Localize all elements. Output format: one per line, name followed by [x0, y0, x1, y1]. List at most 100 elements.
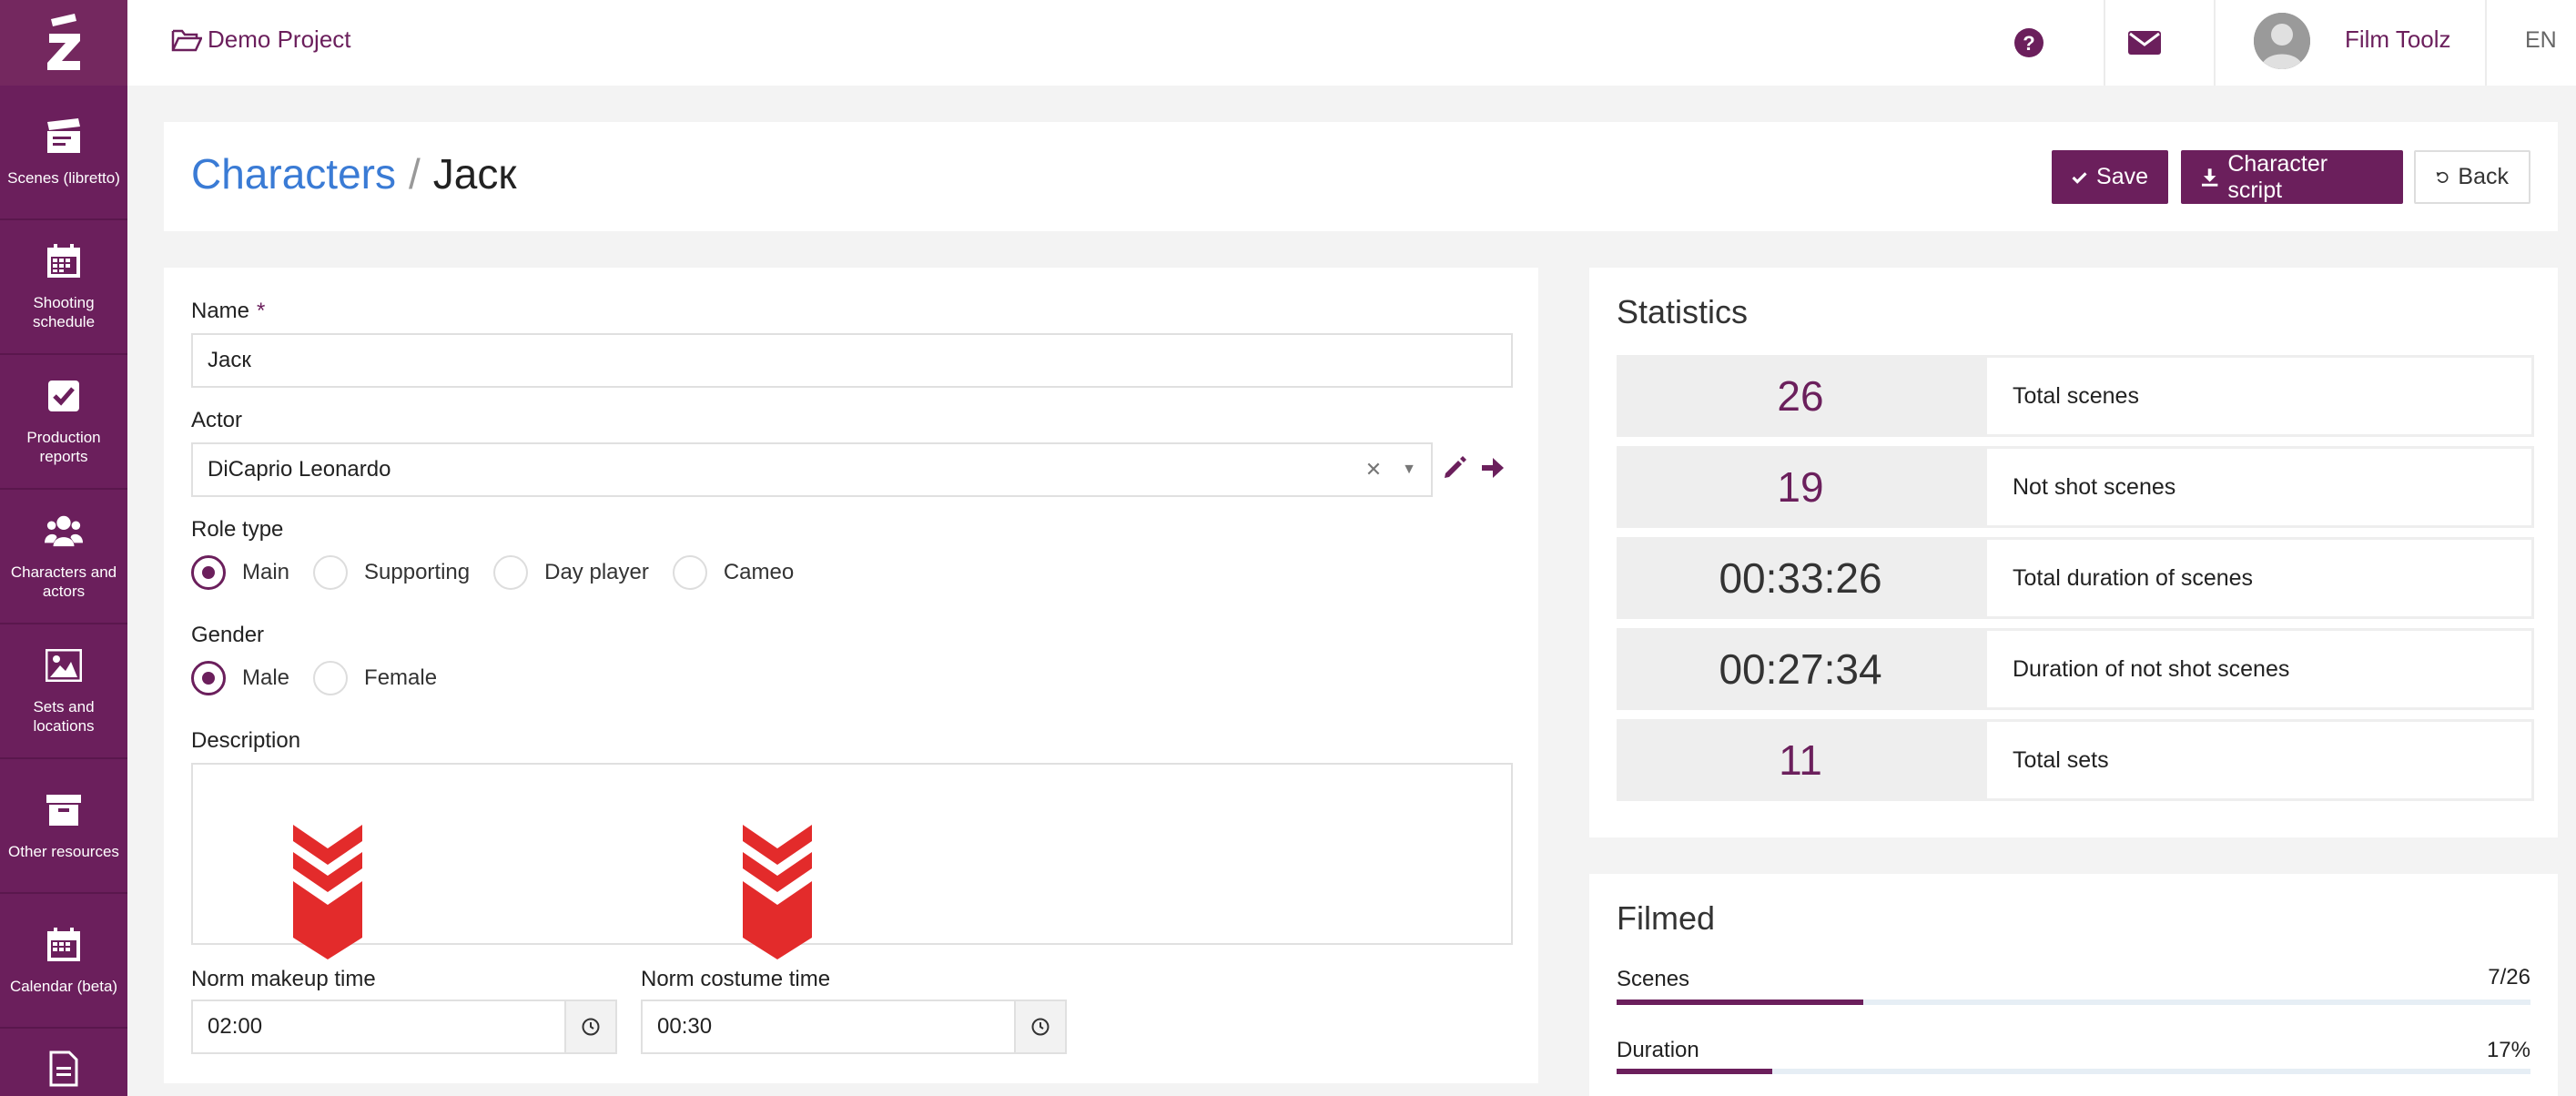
- costume-time-label: Norm costume time: [641, 967, 831, 991]
- filmed-panel: Filmed Scenes 7/26 Duration 17%: [1589, 874, 2558, 1096]
- logo-icon: [47, 14, 80, 70]
- role-main-radio[interactable]: Main: [191, 555, 289, 590]
- topbar: Demo Project ? Film Toolz EN: [127, 0, 2576, 86]
- calendar-icon: [45, 242, 83, 280]
- sidebar-item-sets-locations[interactable]: Sets and locations: [0, 624, 127, 759]
- radio-dot: [313, 661, 349, 695]
- sidebar-item-label: Calendar (beta): [9, 977, 118, 995]
- character-script-button[interactable]: Character script: [2181, 150, 2403, 204]
- sidebar-item-scenes[interactable]: Scenes (libretto): [0, 86, 127, 220]
- back-button[interactable]: Back: [2414, 150, 2530, 204]
- actor-label: Actor: [191, 408, 243, 432]
- sidebar-item-label: Scenes (libretto): [7, 168, 120, 187]
- clock-icon[interactable]: [566, 1000, 617, 1054]
- duration-progress-fill: [1617, 1069, 1772, 1074]
- chevron-down-icon[interactable]: ▼: [1402, 462, 1416, 477]
- role-type-group: Main Supporting Day player Cameo: [191, 555, 817, 590]
- role-day-player-radio[interactable]: Day player: [493, 555, 649, 590]
- name-label: Name *: [191, 299, 265, 324]
- role-type-label: Role type: [191, 517, 284, 542]
- checkbox-icon: [45, 377, 83, 415]
- annotation-arrow-icon: [293, 825, 362, 959]
- sidebar-item-documents[interactable]: [0, 1029, 127, 1096]
- topbar-divider: [2214, 0, 2216, 86]
- sidebar-item-production-reports[interactable]: Production reports: [0, 355, 127, 490]
- project-name: Demo Project: [208, 25, 351, 53]
- archive-icon: [45, 791, 83, 829]
- user-name[interactable]: Film Toolz: [2345, 25, 2451, 53]
- role-cameo-radio[interactable]: Cameo: [672, 555, 795, 590]
- sidebar-item-label: Sets and locations: [33, 698, 95, 735]
- clock-icon[interactable]: [1016, 1000, 1067, 1054]
- duration-progress-value: 17%: [2486, 1038, 2530, 1062]
- radio-label: Cameo: [723, 560, 795, 584]
- stat-row: 19 Not shot scenes: [1617, 446, 2534, 528]
- document-icon: [45, 1050, 83, 1087]
- users-icon: [45, 512, 83, 550]
- gender-group: Male Female: [191, 661, 461, 695]
- annotation-arrow-icon: [743, 825, 812, 959]
- radio-label: Male: [242, 665, 290, 690]
- radio-label: Supporting: [364, 560, 471, 584]
- app-logo[interactable]: [0, 0, 127, 86]
- costume-time-input[interactable]: 00:30: [641, 1000, 1016, 1054]
- page-header: Characters / Jacк Save Character script …: [164, 122, 2558, 231]
- gender-male-radio[interactable]: Male: [191, 661, 289, 695]
- arrow-right-icon[interactable]: [1480, 455, 1507, 482]
- name-label-text: Name: [191, 299, 250, 323]
- scenes-progress-label: Scenes: [1617, 967, 1690, 991]
- avatar[interactable]: [2254, 13, 2310, 69]
- download-icon: [2201, 167, 2218, 187]
- breadcrumb: Characters / Jacк: [191, 149, 516, 198]
- makeup-time-input[interactable]: 02:00: [191, 1000, 566, 1054]
- image-icon: [45, 646, 83, 685]
- sidebar-item-other-resources[interactable]: Other resources: [0, 759, 127, 894]
- actor-selected-value: DiCaprio Leonardo: [208, 457, 391, 482]
- stat-label: Duration of not shot scenes: [1984, 628, 2534, 710]
- character-form: Name * Jacк Actor DiCaprio Leonardo ✕ ▼ R…: [164, 268, 1538, 1083]
- radio-dot: [191, 661, 226, 695]
- duration-progress-label: Duration: [1617, 1038, 1699, 1062]
- folder-open-icon: [171, 29, 202, 51]
- radio-dot: [191, 555, 226, 590]
- topbar-divider: [2104, 0, 2105, 86]
- svg-text:?: ?: [2023, 32, 2034, 55]
- sidebar-item-calendar[interactable]: Calendar (beta): [0, 894, 127, 1029]
- stat-row: 00:27:34 Duration of not shot scenes: [1617, 628, 2534, 710]
- stat-value: 19: [1617, 446, 1984, 528]
- radio-dot: [672, 555, 707, 590]
- radio-dot: [493, 555, 529, 590]
- required-marker: *: [257, 299, 266, 323]
- edit-icon[interactable]: [1442, 455, 1469, 482]
- sidebar-item-characters[interactable]: Characters and actors: [0, 490, 127, 624]
- sidebar-item-label: Characters and actors: [10, 563, 117, 600]
- help-icon[interactable]: ?: [2012, 25, 2046, 60]
- page-title: Jacк: [432, 150, 517, 198]
- stat-row: 00:33:26 Total duration of scenes: [1617, 537, 2534, 619]
- breadcrumb-separator: /: [408, 150, 421, 198]
- language-switch[interactable]: EN: [2525, 27, 2557, 53]
- sidebar-item-shooting-schedule[interactable]: Shooting schedule: [0, 220, 127, 355]
- actor-select[interactable]: DiCaprio Leonardo ✕ ▼: [191, 442, 1433, 497]
- clapperboard-icon: [45, 117, 83, 156]
- stat-label: Total duration of scenes: [1984, 537, 2534, 619]
- stat-label: Total sets: [1984, 719, 2534, 801]
- gender-female-radio[interactable]: Female: [313, 661, 437, 695]
- description-textarea[interactable]: [191, 763, 1513, 945]
- role-supporting-radio[interactable]: Supporting: [313, 555, 470, 590]
- clear-icon[interactable]: ✕: [1364, 458, 1383, 481]
- stat-label: Not shot scenes: [1984, 446, 2534, 528]
- stat-value: 00:27:34: [1617, 628, 1984, 710]
- breadcrumb-characters-link[interactable]: Characters: [191, 150, 396, 198]
- mail-icon[interactable]: [2125, 25, 2165, 60]
- scenes-progress-bar: [1617, 1000, 2530, 1005]
- makeup-time-label: Norm makeup time: [191, 967, 376, 991]
- statistics-title: Statistics: [1617, 293, 1749, 330]
- sidebar-item-label: Other resources: [8, 842, 119, 860]
- name-input[interactable]: Jacк: [191, 333, 1513, 388]
- stat-label: Total scenes: [1984, 355, 2534, 437]
- project-selector[interactable]: Demo Project: [171, 25, 351, 54]
- topbar-divider: [2485, 0, 2487, 86]
- scenes-progress-fill: [1617, 1000, 1864, 1005]
- save-button[interactable]: Save: [2052, 150, 2168, 204]
